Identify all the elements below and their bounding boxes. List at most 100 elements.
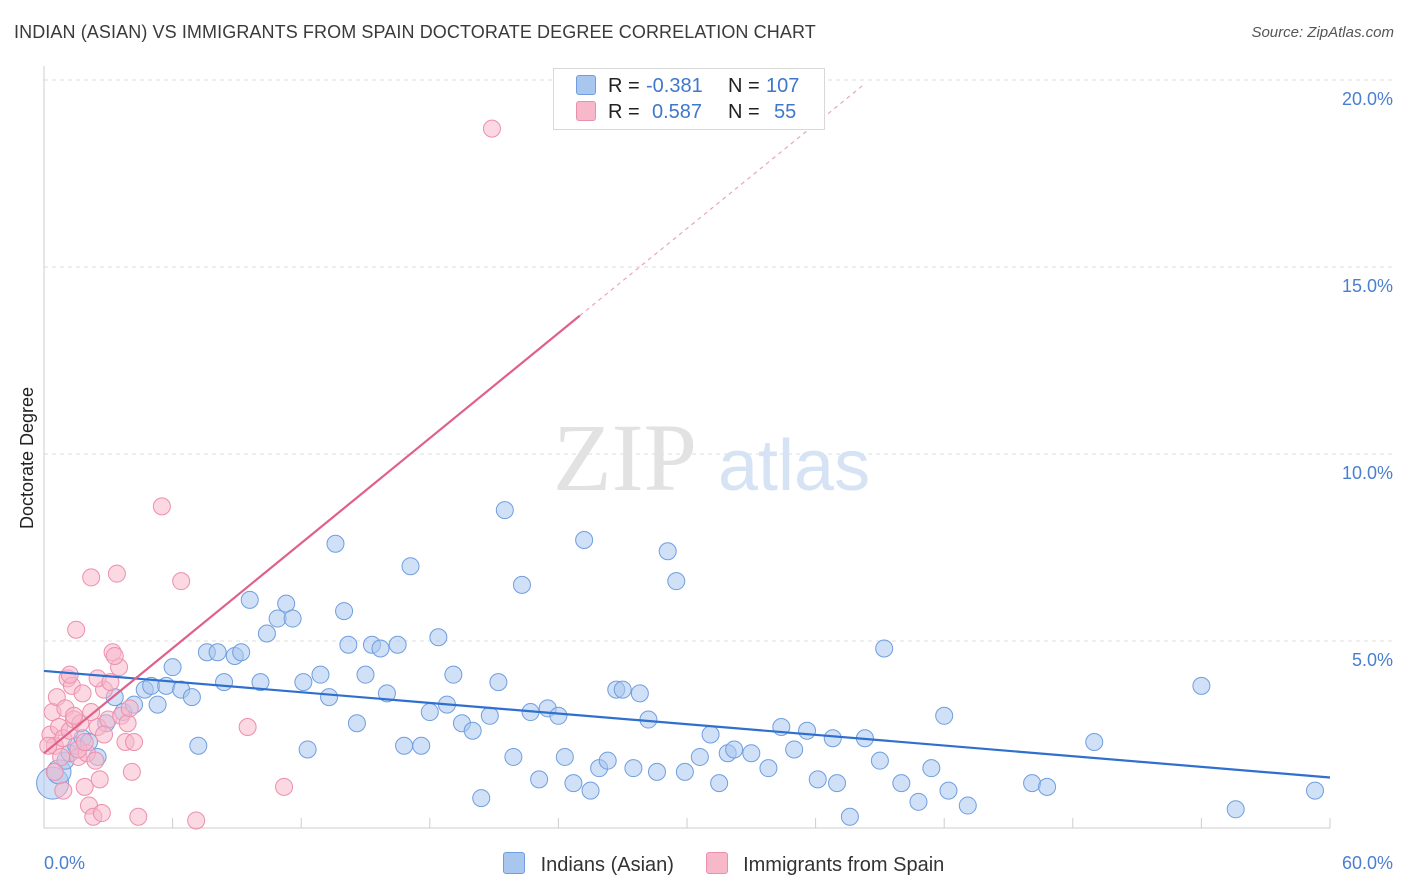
point-indians [444, 665, 463, 684]
stats-legend: R = -0.381 N = 107 R = 0.587 N = 55 [553, 68, 825, 130]
pink-swatch [576, 101, 596, 121]
point-indians [240, 590, 259, 609]
legend-n-label: N = [728, 75, 760, 97]
point-spain [75, 732, 94, 751]
point-indians [598, 751, 617, 770]
point-indians [257, 624, 276, 643]
point-spain [238, 718, 257, 737]
point-indians [347, 714, 366, 733]
point-indians [840, 807, 859, 826]
watermark: ZIP atlas [553, 404, 870, 511]
legend-r-value: 0.587 [652, 101, 703, 123]
point-indians [251, 673, 270, 692]
point-indians [420, 703, 439, 722]
point-indians [658, 542, 677, 561]
point-indians [412, 736, 431, 755]
point-indians [208, 643, 227, 662]
point-spain [107, 564, 126, 583]
legend-item-indians: Indians (Asian) [503, 852, 674, 877]
point-indians [613, 680, 632, 699]
blue-swatch [503, 852, 525, 874]
point-indians [1305, 781, 1324, 800]
point-indians [667, 572, 686, 591]
y-tick-label: 5.0% [1352, 650, 1393, 670]
point-indians [647, 762, 666, 781]
legend-n-value: 55 [774, 101, 797, 123]
point-indians [675, 762, 694, 781]
point-spain [482, 119, 501, 138]
point-spain [60, 665, 79, 684]
point-indians [690, 747, 709, 766]
point-spain [45, 762, 64, 781]
point-indians [1023, 774, 1042, 793]
point-indians [870, 751, 889, 770]
point-indians [710, 774, 729, 793]
y-tick-label: 15.0% [1342, 276, 1393, 296]
series-legend: Indians (Asian) Immigrants from Spain [503, 852, 970, 877]
point-indians [377, 684, 396, 703]
legend-r-value: -0.381 [646, 75, 703, 97]
point-indians [575, 531, 594, 550]
point-indians [163, 658, 182, 677]
point-indians [339, 635, 358, 654]
tick-labels: 5.0% 10.0% 15.0% 20.0% 0.0% 60.0% [44, 89, 1393, 873]
watermark-atlas: atlas [718, 426, 870, 506]
point-indians [1038, 777, 1057, 796]
point-indians [725, 740, 744, 759]
legend-n-value: 107 [766, 75, 800, 97]
point-spain [152, 497, 171, 516]
point-indians [335, 602, 354, 621]
point-indians [232, 643, 251, 662]
point-indians [624, 759, 643, 778]
point-indians [268, 609, 287, 628]
point-indians [530, 770, 549, 789]
y-tick-label: 20.0% [1342, 89, 1393, 109]
point-spain [73, 684, 92, 703]
point-indians [1192, 676, 1211, 695]
point-spain [65, 706, 84, 725]
point-indians [935, 706, 954, 725]
point-spain [122, 762, 141, 781]
blue-swatch [576, 75, 596, 95]
point-indians [823, 729, 842, 748]
point-spain [120, 699, 139, 718]
point-indians [429, 628, 448, 647]
grid-lines [44, 79, 1392, 642]
point-spain [105, 646, 124, 665]
point-indians [1226, 800, 1245, 819]
legend-r-label: R = [608, 101, 640, 123]
point-indians [1085, 732, 1104, 751]
point-spain [67, 620, 86, 639]
point-indians [326, 534, 345, 553]
point-indians [504, 747, 523, 766]
point-indians [371, 639, 390, 658]
point-indians [785, 740, 804, 759]
trend-line-indians [43, 669, 1331, 779]
point-spain [125, 732, 144, 751]
point-indians [630, 684, 649, 703]
legend-row-spain: R = 0.587 N = 55 [576, 101, 796, 127]
point-indians [549, 706, 568, 725]
point-indians [189, 736, 208, 755]
point-indians [277, 594, 296, 613]
point-spain [172, 572, 191, 591]
point-indians [463, 721, 482, 740]
x-tick-label-min: 0.0% [44, 853, 85, 873]
point-indians [489, 673, 508, 692]
point-spain [187, 811, 206, 830]
point-indians [939, 781, 958, 800]
point-indians [495, 501, 514, 520]
point-spain [54, 781, 73, 800]
trend-line-spain [43, 314, 581, 755]
point-indians [875, 639, 894, 658]
point-spain [101, 673, 120, 692]
point-indians [298, 740, 317, 759]
point-indians [909, 792, 928, 811]
point-spain [129, 807, 148, 826]
point-indians [808, 770, 827, 789]
legend-label-indians: Indians (Asian) [540, 854, 674, 876]
point-indians [148, 695, 167, 714]
point-spain [82, 703, 101, 722]
point-spain [95, 725, 114, 744]
